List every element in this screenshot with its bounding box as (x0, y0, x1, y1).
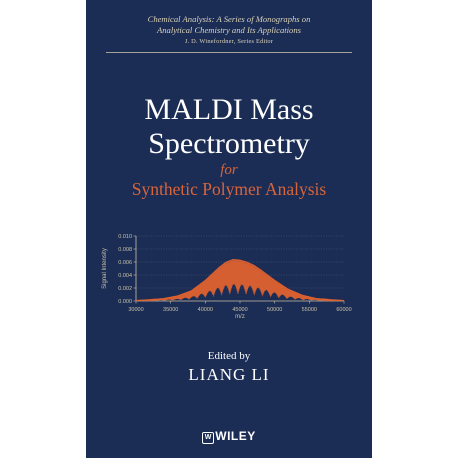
chart-axes (133, 235, 345, 304)
editor-name: LIANG LI (188, 365, 270, 384)
mass-spectrum-chart: 30000 35000 40000 45000 50000 55000 60000 0.000… (102, 234, 352, 320)
book-subtitle: Synthetic Polymer Analysis (131, 179, 327, 199)
title-connector: for (220, 162, 238, 178)
y-axis-label: Signal Intensity (102, 248, 108, 289)
x-tick-label: 35000 (163, 307, 178, 313)
series-divider (106, 52, 352, 53)
y-tick-label: 0.000 (118, 299, 132, 305)
publisher-logo: W WILEY (86, 429, 372, 444)
y-tick-label: 0.006 (118, 260, 132, 266)
y-tick-label: 0.010 (118, 234, 132, 240)
x-tick-label: 45000 (232, 307, 247, 313)
x-axis-label: m/z (235, 314, 245, 320)
publisher-name: WILEY (215, 429, 256, 443)
x-tick-label: 40000 (198, 307, 213, 313)
chart-series (135, 258, 345, 302)
series-title-line2: Analytical Chemistry and Its Application… (156, 25, 301, 35)
x-tick-label: 60000 (336, 307, 351, 313)
wiley-mark-icon: W (202, 432, 215, 444)
x-tick-label: 30000 (128, 307, 143, 313)
y-tick-label: 0.004 (118, 273, 132, 279)
series-title-line1: Chemical Analysis: A Series of Monograph… (147, 14, 311, 24)
x-tick-label: 50000 (267, 307, 282, 313)
book-title-line1: MALDI Mass (144, 93, 314, 126)
y-tick-label: 0.008 (118, 247, 132, 253)
book-cover: Chemical Analysis: A Series of Monograph… (86, 0, 372, 458)
spectrum-envelope (135, 258, 345, 301)
chart-grid (136, 235, 344, 289)
series-editor: J. D. Winefordner, Series Editor (184, 38, 274, 45)
x-tick-label: 55000 (302, 307, 317, 313)
book-title-line2: Spectrometry (148, 127, 310, 160)
edited-by-label: Edited by (207, 350, 251, 362)
spectrum-trace (135, 259, 345, 302)
chart-labels: 30000 35000 40000 45000 50000 55000 60000 0.000… (102, 234, 352, 320)
y-tick-label: 0.002 (118, 286, 132, 292)
